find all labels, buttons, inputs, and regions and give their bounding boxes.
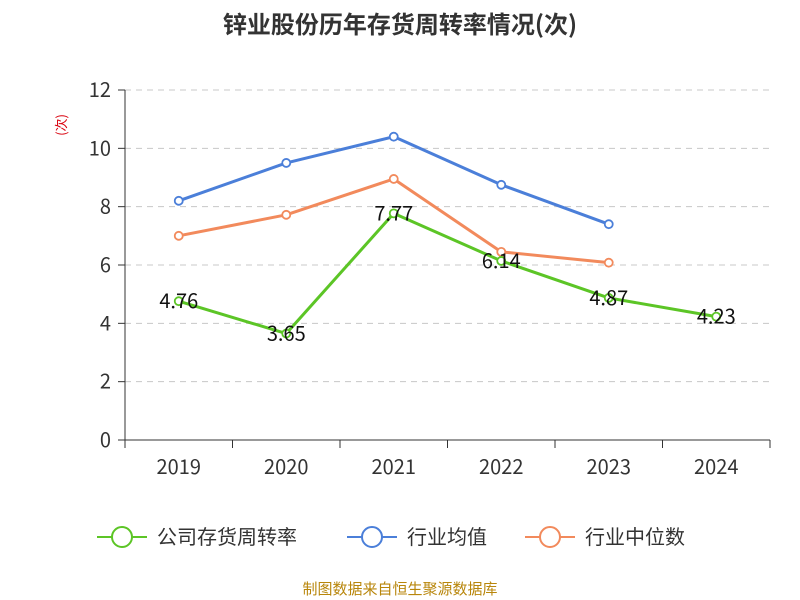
- series-line-0: [177, 211, 718, 336]
- legend-marker: [539, 526, 561, 548]
- data-point[interactable]: [388, 174, 399, 184]
- series-lines: [173, 131, 722, 339]
- x-tick-label: 2019: [157, 451, 201, 480]
- chart-title: 锌业股份历年存货周转率情况(次): [223, 5, 577, 40]
- data-point[interactable]: [173, 296, 184, 307]
- y-tick-label: 8: [100, 191, 111, 220]
- y-axis-label: (次): [51, 114, 70, 136]
- data-point[interactable]: [388, 208, 399, 219]
- data-point[interactable]: [603, 257, 614, 268]
- data-point[interactable]: [496, 179, 507, 190]
- y-tick-label: 6: [100, 249, 111, 278]
- x-tick-label: 2020: [264, 451, 308, 480]
- data-point[interactable]: [496, 246, 507, 257]
- data-label: 4.76: [159, 285, 198, 314]
- y-tick-label: 0: [100, 424, 111, 453]
- data-point[interactable]: [711, 311, 722, 322]
- legend-label: 公司存货周转率: [157, 521, 297, 550]
- data-point[interactable]: [496, 256, 507, 266]
- source-note: 制图数据来自恒生聚源数据库: [302, 578, 497, 599]
- data-point[interactable]: [603, 293, 614, 303]
- data-label: 6.14: [482, 245, 521, 274]
- y-tick-label: 12: [89, 74, 111, 103]
- axes: 0 2 4 6 8 10 12 2019 2020 2021 2022 2023 2024: [89, 74, 771, 480]
- data-point[interactable]: [281, 158, 292, 168]
- x-tick-label: 2022: [479, 451, 523, 480]
- legend-label: 行业中位数: [585, 521, 685, 550]
- grid-lines: [125, 89, 770, 383]
- legend-item[interactable]: 行业中位数: [525, 521, 685, 550]
- data-label: 7.77: [374, 197, 413, 226]
- data-point[interactable]: [281, 209, 292, 220]
- y-tick-label: 4: [100, 307, 111, 336]
- x-tick-label: 2021: [372, 451, 416, 480]
- y-tick-label: 10: [89, 132, 111, 161]
- legend-marker: [361, 526, 383, 548]
- data-point[interactable]: [281, 328, 292, 339]
- data-label: 4.87: [589, 282, 628, 311]
- y-tick-label: 2: [100, 366, 111, 395]
- legend-item[interactable]: 行业均值: [347, 521, 487, 550]
- legend-label: 行业均值: [407, 521, 487, 550]
- x-tick-label: 2024: [694, 451, 738, 480]
- data-point[interactable]: [603, 219, 614, 230]
- data-point[interactable]: [173, 230, 184, 241]
- data-label: 3.65: [267, 318, 306, 347]
- data-point[interactable]: [388, 131, 399, 142]
- legend-marker: [111, 526, 133, 548]
- legend[interactable]: 公司存货周转率 行业均值 行业中位数: [97, 521, 685, 550]
- data-labels: 4.76 3.65 7.77 6.14 4.87 4.23: [159, 197, 735, 346]
- legend-item[interactable]: 公司存货周转率: [97, 521, 297, 550]
- data-point[interactable]: [173, 195, 184, 206]
- x-tick-label: 2023: [587, 451, 631, 480]
- data-label: 4.23: [697, 301, 736, 330]
